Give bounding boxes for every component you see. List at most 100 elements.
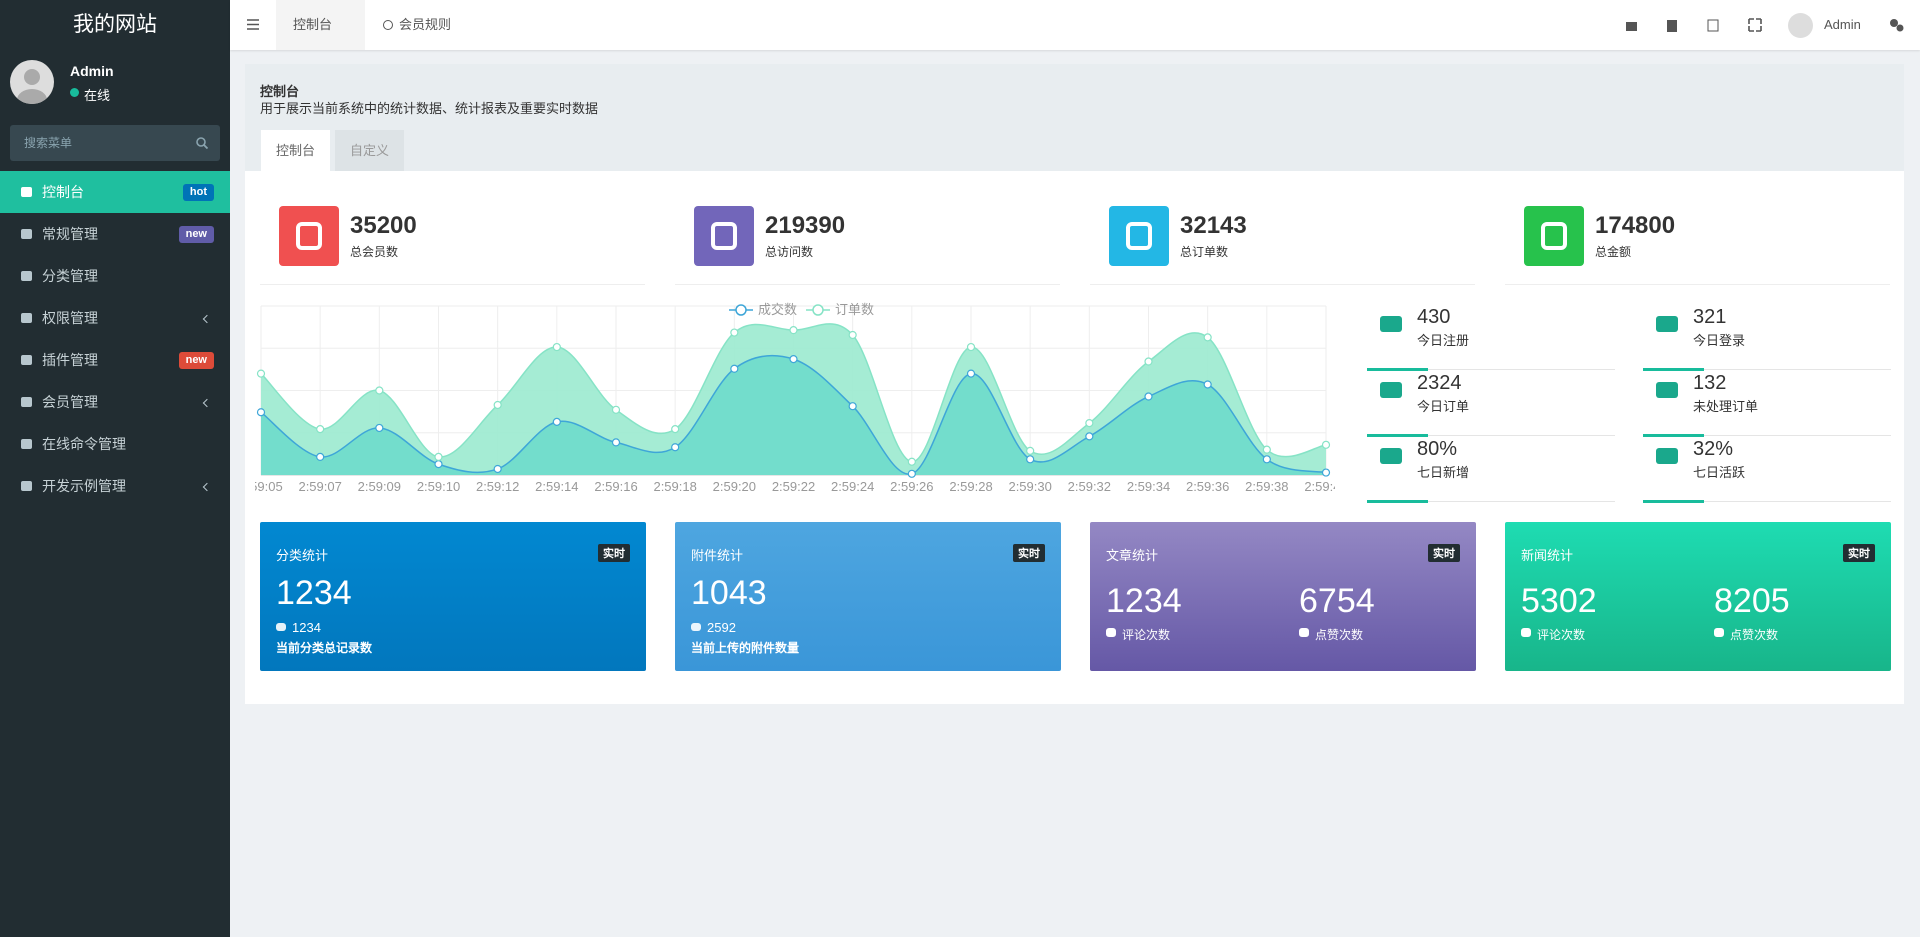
point [1262,445,1271,454]
user-name: Admin [70,63,114,79]
mini-label: 未处理订单 [1693,399,1759,414]
chart: 2:59:05 2:59:07 2:59:09 2:59:10 2:59:12 2:59:… [255,302,1335,494]
stat-box: 35200 总会员数 [260,206,645,285]
mini-bar [1643,500,1704,503]
x-tick-label: 2:59:24 [831,479,874,494]
menu-item[interactable]: 分类管理 [0,255,230,297]
mini-value: 132 [1693,372,1727,394]
search-placeholder: 搜索菜单 [24,136,73,150]
top-user[interactable]: Admin [1824,17,1861,32]
panel-tab[interactable]: 控制台 [261,130,330,171]
x-tick-label: 2:59:22 [772,479,815,494]
menu-label: 开发示例管理 [42,478,126,494]
logo[interactable]: 我的网站 [73,13,157,36]
mini-value: 321 [1693,306,1727,328]
card-title: 分类统计 [276,548,329,563]
card-value: 5302 [1521,582,1597,620]
point [1144,357,1153,366]
panel-tab[interactable]: 自定义 [335,130,404,171]
menu-item[interactable]: 会员管理 [0,381,230,423]
glyph [1380,316,1402,332]
point [1085,418,1094,428]
x-tick-label: 2:59:12 [476,479,519,494]
menu-icon [21,439,32,449]
point [848,402,857,411]
point [907,469,916,478]
legend-marker [812,304,824,316]
menu-icon [21,187,32,197]
card-value: 1234 [276,574,352,612]
point [730,364,739,373]
stat-value: 32143 [1180,212,1247,239]
point [966,369,976,378]
x-tick-label: 2:59:36 [1186,479,1229,494]
x-tick-label: 2:59:18 [653,479,696,494]
x-tick-label: 2:59:09 [358,479,401,494]
stat-card: 附件统计 实时 1043 2592 当前上传的附件数量 [675,522,1061,671]
menu-item[interactable]: 权限管理 [0,297,230,339]
menu-item[interactable]: 控制台 hot [0,171,230,213]
stat-card: 分类统计 实时 1234 1234 当前分类总记录数 [260,522,646,671]
mini-icon [1380,448,1402,464]
point [1085,432,1094,441]
point [848,330,857,340]
mini-stat: 430 今日注册 [1367,306,1615,371]
avatar [10,60,54,104]
point [1321,440,1331,449]
menu-icon [21,271,32,281]
tab-label: 会员规则 [399,17,452,32]
settings-icon[interactable] [1889,18,1904,32]
card-label: 点赞次数 [1299,626,1363,643]
stat-label: 总访问数 [765,245,814,259]
point [1321,468,1331,477]
menu: 控制台 hot 常规管理 new 分类管理权限管理 插件管理 new 会员管理 在线命令管理开发… [0,171,230,507]
topbar: 控制台 会员规则 Admin [230,0,1920,50]
menu-badge: hot [182,184,214,201]
point [611,405,621,414]
x-tick-label: 2:59:20 [713,479,756,494]
card-label: 评论次数 [1106,626,1170,643]
search-box[interactable]: 搜索菜单 [10,125,220,161]
glyph [1380,448,1402,464]
stat-label: 总订单数 [1180,245,1229,259]
top-tab[interactable]: 控制台 [276,0,365,50]
menu-label: 分类管理 [42,268,98,284]
mini-bar [1367,368,1428,371]
menu-item[interactable]: 开发示例管理 [0,465,230,507]
menu-item[interactable]: 常规管理 new [0,213,230,255]
user-status: 在线 [70,85,110,104]
glyph [711,222,737,250]
glyph [1126,222,1152,250]
mini-stat: 132 未处理订单 [1643,372,1891,437]
point [671,425,680,434]
mini-icon [1656,316,1678,332]
card-label: 点赞次数 [1714,626,1778,643]
mini-bar [1367,500,1428,503]
top-avatar[interactable] [1788,13,1813,38]
legend-label: 订单数 [835,302,874,317]
menu-arrow [202,398,212,408]
x-tick-label: 2:59:05 [255,479,283,494]
stat-icon [1109,206,1169,266]
point [1203,380,1212,389]
legend-marker [735,304,747,316]
top-tab[interactable]: 会员规则 [383,0,451,50]
menu-item[interactable]: 在线命令管理 [0,423,230,465]
top-icons[interactable] [1625,18,1765,32]
mini-value: 80% [1417,438,1458,460]
x-tick-label: 2:59:26 [890,479,933,494]
mini-value: 2324 [1417,372,1462,394]
mini-bar [1643,434,1704,437]
panel-description: 用于展示当前系统中的统计数据、统计报表及重要实时数据 [260,101,599,116]
glyph [1541,222,1567,250]
tab-icon [383,20,393,30]
mini-stat: 321 今日登录 [1643,306,1891,371]
menu-toggle[interactable] [247,19,259,30]
menu-item[interactable]: 插件管理 new [0,339,230,381]
x-tick-label: 2:59:07 [298,479,341,494]
point [316,425,325,434]
stat-value: 174800 [1595,212,1676,239]
point [434,452,443,461]
card-value: 8205 [1714,582,1790,620]
card-sub-value: 2592 [691,620,736,635]
